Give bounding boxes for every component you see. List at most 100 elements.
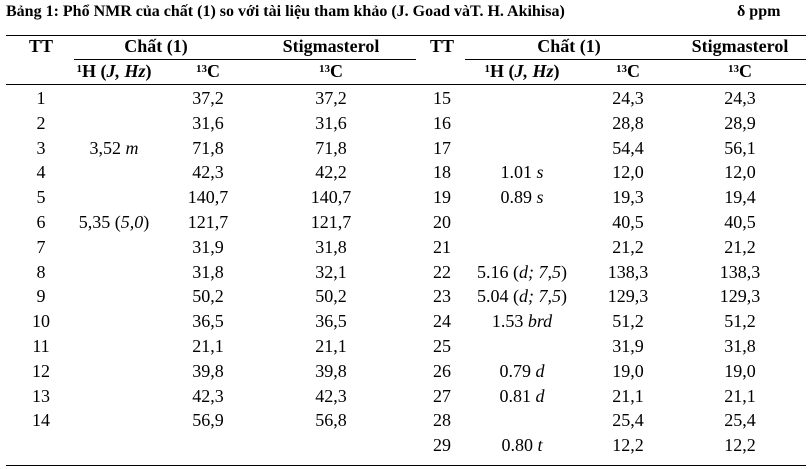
row-tt: 20 [433,212,451,232]
row-13c-shift: 28,8 [612,112,644,133]
row-13c-shift: 36,5 [192,311,224,332]
row-tt: 18 [433,162,451,183]
row-13c-shift: 12,0 [612,162,644,183]
header-subrule-left [74,59,416,60]
row-13c-shift: 121,7 [187,212,229,232]
row-13c-shift: 21,1 [612,385,644,406]
header-compound-right: Chất (1) [537,36,601,56]
row-1h-shift: 5,35 (5,0) [78,212,150,232]
header-c-ref-right: 13C [728,61,752,81]
header-c-right: 13C [616,61,640,81]
row-13c-shift: 19,0 [612,360,644,381]
row-13c-shift: 21,1 [192,336,224,356]
row-ref-shift: 51,2 [724,311,756,332]
row-13c-shift: 31,9 [192,236,224,257]
row-ref-shift: 40,5 [724,212,756,232]
row-ref-shift: 56,8 [315,410,347,431]
row-13c-shift: 31,6 [192,112,224,133]
row-13c-shift: 51,2 [612,311,644,332]
row-ref-shift: 121,7 [310,212,352,232]
row-13c-shift: 31,9 [612,336,644,356]
row-tt: 14 [32,410,50,431]
row-tt: 6 [36,212,46,232]
row-tt: 3 [36,137,46,158]
row-13c-shift: 138,3 [607,261,649,282]
row-ref-shift: 19,0 [724,360,756,381]
row-1h-shift: 1.53 brd [491,311,553,332]
row-tt: 23 [433,286,451,307]
row-ref-shift: 140,7 [310,187,352,208]
header-c-ref-left: 13C [319,61,343,81]
row-ref-shift: 12,0 [724,162,756,183]
row-tt: 12 [32,360,50,381]
row-ref-shift: 42,3 [315,385,347,406]
row-ref-shift: 21,1 [315,336,347,356]
row-13c-shift: 21,2 [612,236,644,257]
row-tt: 11 [32,336,50,356]
row-ref-shift: 31,6 [315,112,347,133]
row-13c-shift: 50,2 [192,286,224,307]
row-ref-shift: 129,3 [719,286,761,307]
row-tt: 21 [433,236,451,257]
bottom-rule [6,465,806,466]
table-caption: Bảng 1: Phổ NMR của chất (1) so với tài … [6,3,780,21]
row-13c-shift: 71,8 [192,137,224,158]
row-tt: 9 [36,286,46,307]
row-13c-shift: 42,3 [192,162,224,183]
row-ref-shift: 21,1 [724,385,756,406]
row-13c-shift: 25,4 [612,410,644,431]
row-tt: 25 [433,336,451,356]
row-13c-shift: 54,4 [612,137,644,158]
row-tt: 27 [433,385,451,406]
header-h-left: 1H (J, Hz) [76,61,152,81]
row-1h-shift: 0.80 t [501,435,543,456]
row-tt: 15 [433,88,451,108]
header-h-right: 1H (J, Hz) [484,61,560,81]
row-ref-shift: 138,3 [719,261,761,282]
row-ref-shift: 19,4 [724,187,756,208]
row-13c-shift: 39,8 [192,360,224,381]
row-tt: 19 [433,187,451,208]
row-ref-shift: 39,8 [315,360,347,381]
row-tt: 17 [433,137,451,158]
row-tt: 28 [433,410,451,431]
row-13c-shift: 42,3 [192,385,224,406]
row-tt: 26 [433,360,451,381]
caption-unit: δ ppm [737,3,781,20]
header-tt-left: TT [28,36,54,56]
header-c-left: 13C [196,61,220,81]
header-tt-right: TT [429,36,455,56]
header-reference-left: Stigmasterol [282,36,380,56]
header-reference-right: Stigmasterol [691,36,789,56]
row-1h-shift: 3,52 m [89,137,139,158]
row-ref-shift: 71,8 [315,137,347,158]
row-1h-shift: 5.04 (d; 7,5) [477,286,567,307]
caption-title: Bảng 1: Phổ NMR của chất (1) so với tài … [6,3,565,20]
row-tt: 24 [433,311,451,332]
row-1h-shift: 5.16 (d; 7,5) [477,261,567,282]
row-ref-shift: 42,2 [315,162,347,183]
top-rule [6,35,806,36]
row-tt: 29 [433,435,451,456]
row-13c-shift: 140,7 [187,187,229,208]
row-tt: 7 [36,236,46,257]
row-13c-shift: 31,8 [192,261,224,282]
row-ref-shift: 31,8 [724,336,756,356]
header-compound-left: Chất (1) [124,36,188,56]
row-1h-shift: 0.81 d [499,385,545,406]
row-ref-shift: 25,4 [724,410,756,431]
row-13c-shift: 12,2 [612,435,644,456]
row-13c-shift: 129,3 [607,286,649,307]
row-ref-shift: 37,2 [315,88,347,108]
row-ref-shift: 12,2 [724,435,756,456]
row-tt: 22 [433,261,451,282]
row-ref-shift: 24,3 [724,88,756,108]
row-ref-shift: 21,2 [724,236,756,257]
row-1h-shift: 0.89 s [500,187,544,208]
row-13c-shift: 56,9 [192,410,224,431]
row-ref-shift: 56,1 [724,137,756,158]
row-tt: 1 [36,88,46,108]
row-ref-shift: 31,8 [315,236,347,257]
row-ref-shift: 28,9 [724,112,756,133]
row-1h-shift: 0.79 d [499,360,545,381]
